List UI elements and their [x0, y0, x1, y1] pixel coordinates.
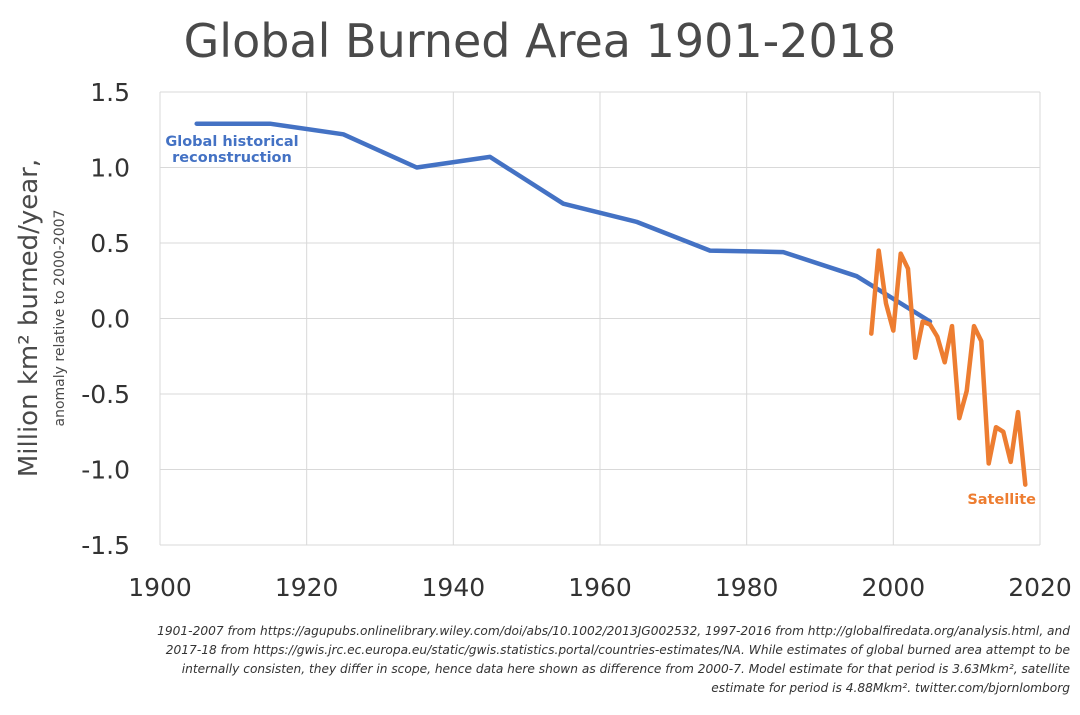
grid-lines [159, 91, 1041, 546]
chart-title: Global Burned Area 1901-2018 [183, 14, 897, 68]
y-axis-sublabel: anomaly relative to 2000-2007 [52, 210, 68, 427]
y-tick-label: 1.5 [90, 78, 130, 107]
satellite-series-label: Satellite [967, 492, 1036, 508]
y-axis-label: Million km² burned/year, [14, 159, 44, 477]
x-tick-label: 1920 [275, 573, 339, 602]
y-tick-label: 0.5 [90, 229, 130, 258]
x-tick-label: 1960 [568, 573, 632, 602]
footnote-line: internally consisten, they differ in sco… [181, 662, 1070, 676]
historical-series-label: Global historical [165, 134, 298, 150]
y-tick-label: -0.5 [81, 380, 130, 409]
y-tick-label: 1.0 [90, 154, 130, 183]
x-tick-label: 2020 [1008, 573, 1072, 602]
y-tick-label: 0.0 [90, 305, 130, 334]
footnote-line: 2017-18 from https://gwis.jrc.ec.europa.… [165, 643, 1070, 657]
series-lines [194, 121, 1028, 487]
x-tick-label: 1900 [128, 573, 192, 602]
tick-labels: 1.5 1.0 0.5 0.0 -0.5 -1.0 -1.5 1900 1920 1940 1960… [81, 78, 1072, 602]
source-footnote: 1901-2007 from https://agupubs.onlinelib… [20, 622, 1070, 698]
x-tick-label: 1940 [422, 573, 486, 602]
y-tick-label: -1.0 [81, 456, 130, 485]
historical-series-label: reconstruction [172, 150, 292, 166]
footnote-line: 1901-2007 from https://agupubs.onlinelib… [157, 624, 1070, 638]
historical-series-line [194, 121, 933, 324]
x-tick-label: 2000 [862, 573, 926, 602]
satellite-series-line [869, 248, 1028, 487]
y-tick-label: -1.5 [81, 531, 130, 560]
footnote-line: estimate for period is 4.88Mkm². twitter… [711, 681, 1070, 695]
x-tick-label: 1980 [715, 573, 779, 602]
